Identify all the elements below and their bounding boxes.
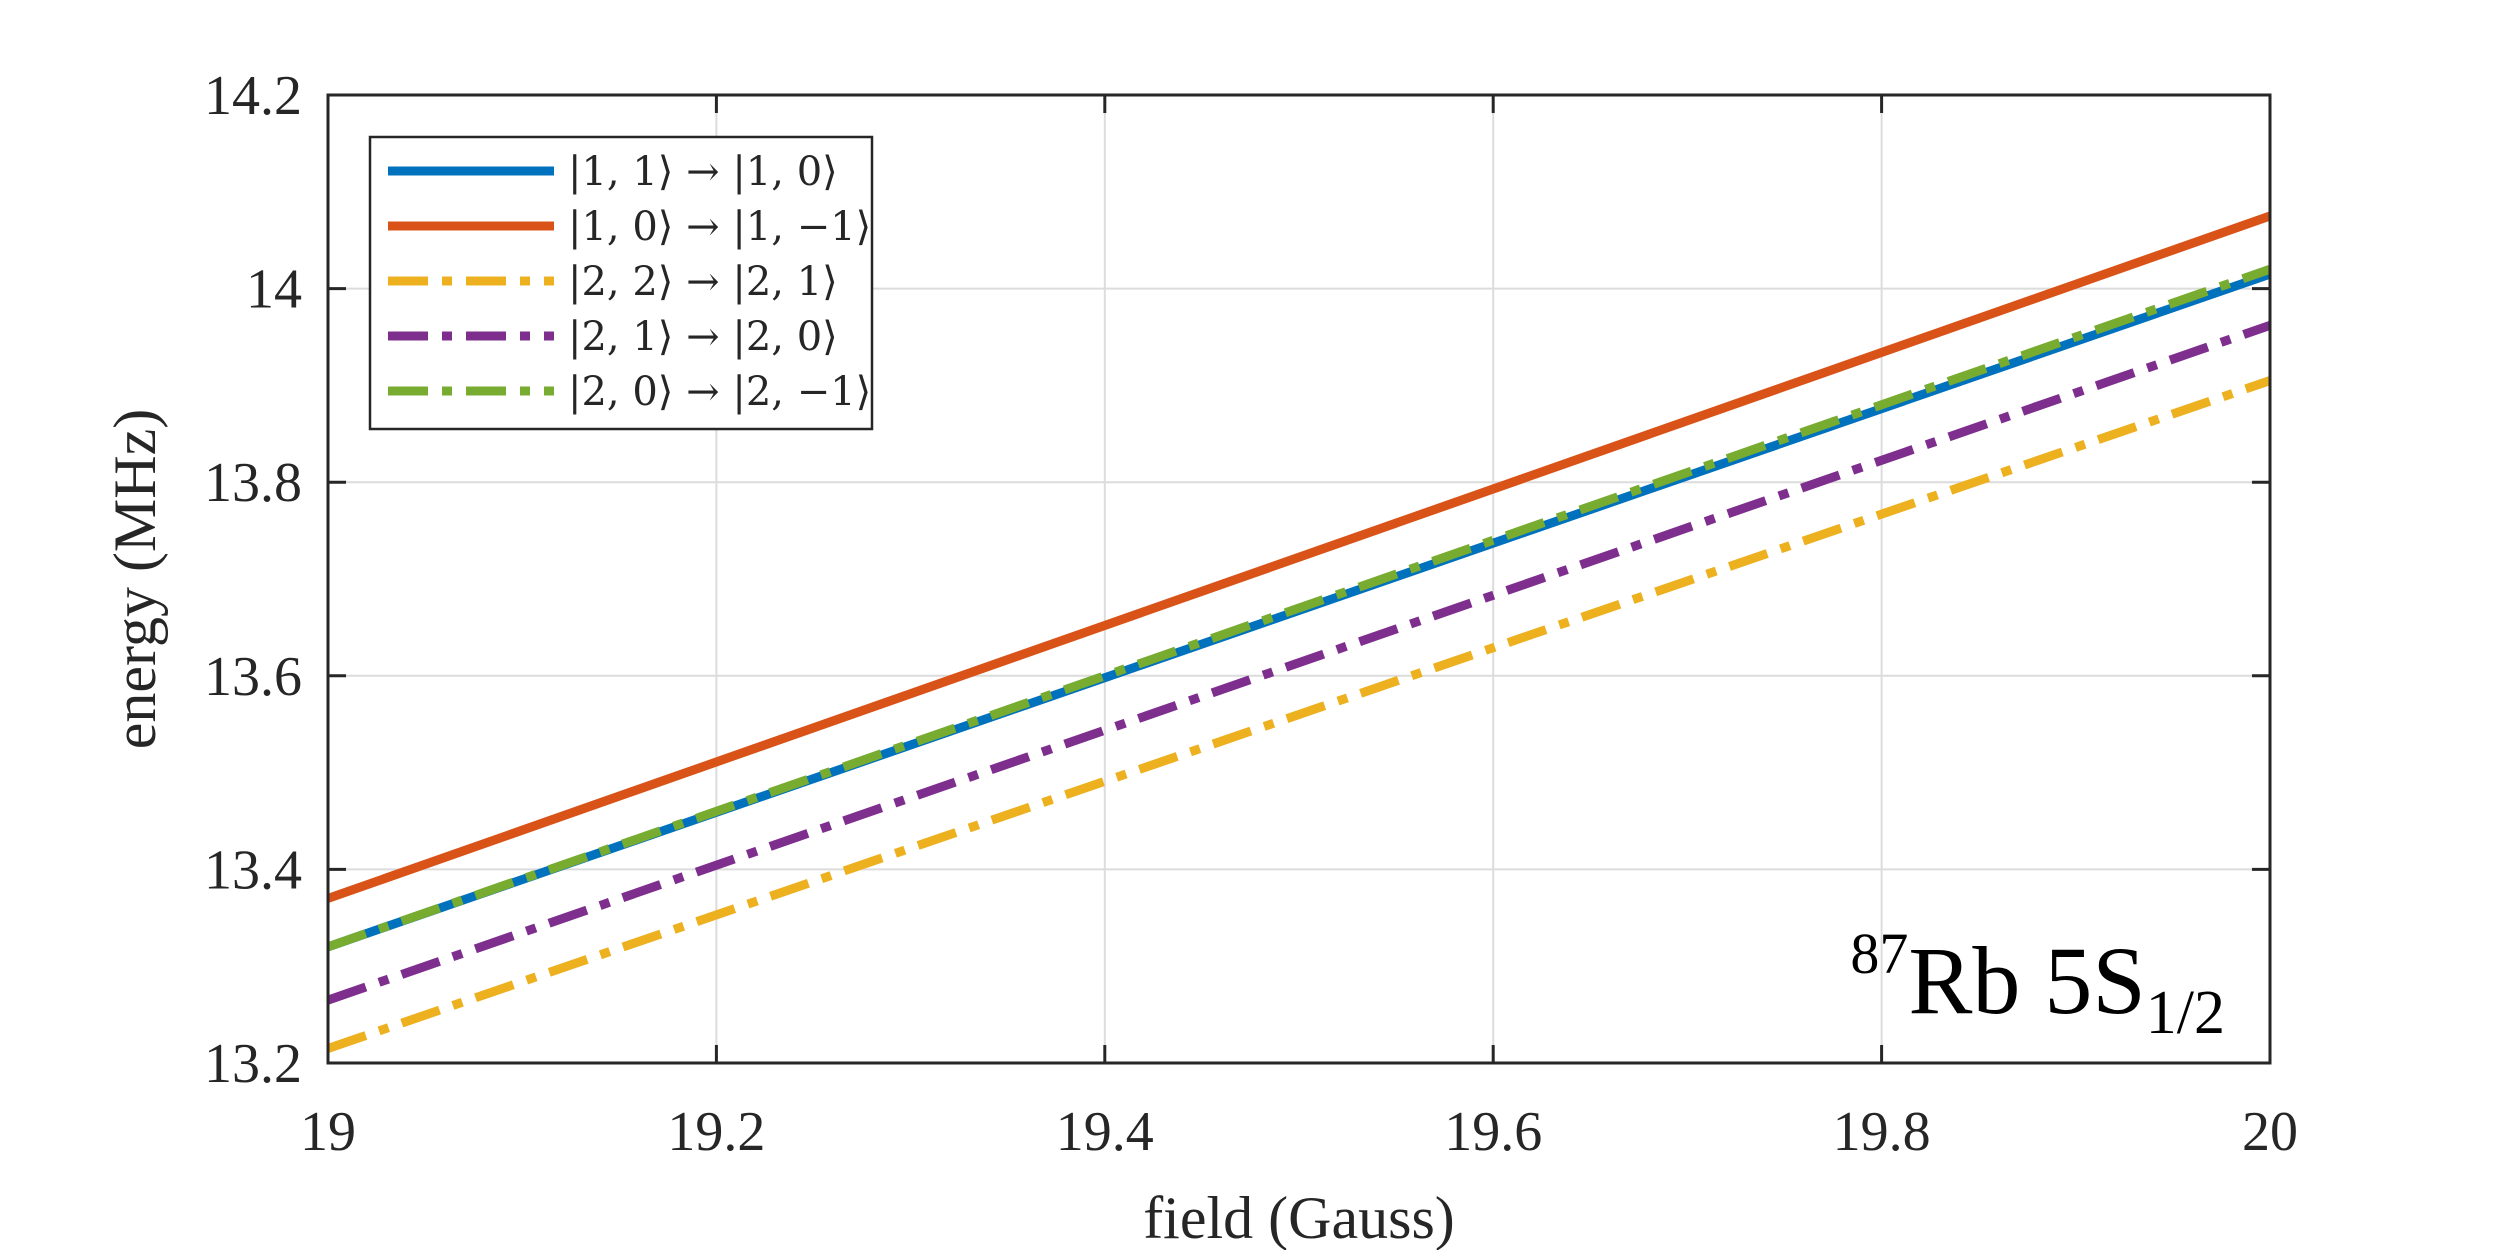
- legend-label-2: |1, 0⟩ → |1, −1⟩: [568, 204, 871, 250]
- y-tick-label: 13.4: [204, 839, 302, 901]
- annotation-subscript: 1/2: [2146, 979, 2225, 1047]
- y-axis-label: energy (MHz): [102, 409, 168, 749]
- annotation-element: Rb 5S: [1908, 927, 2145, 1034]
- annotation-isotope: 87: [1850, 921, 1908, 986]
- legend: |1, 1⟩ → |1, 0⟩ |1, 0⟩ → |1, −1⟩ |2, 2⟩ → …: [368, 135, 874, 431]
- y-tick-labels: 13.2 13.4 13.6 13.8 14 14.2: [204, 65, 302, 1095]
- x-tick-label: 20: [2242, 1101, 2298, 1163]
- y-tick-label: 14.2: [204, 65, 302, 127]
- x-axis-label: field (Gauss): [1143, 1185, 1455, 1250]
- series-line-4: [326, 321, 2272, 1005]
- y-tick-label: 14: [246, 259, 302, 321]
- series-lines: [326, 211, 2272, 1053]
- legend-box: [368, 135, 874, 431]
- x-tick-label: 19.4: [1056, 1101, 1154, 1163]
- x-tick-label: 19: [300, 1101, 356, 1163]
- series-line-3: [326, 376, 2272, 1053]
- x-tick-label: 19.8: [1833, 1101, 1931, 1163]
- annotation-label: 87Rb 5S1/2: [1850, 921, 2225, 1047]
- series-line-5: [326, 264, 2272, 952]
- legend-label-3: |2, 2⟩ → |2, 1⟩: [568, 259, 838, 305]
- x-tick-labels: 19 19.2 19.4 19.6 19.8 20: [300, 1101, 2298, 1163]
- y-tick-label: 13.2: [204, 1033, 302, 1095]
- legend-label-5: |2, 0⟩ → |2, −1⟩: [568, 369, 871, 415]
- x-tick-label: 19.6: [1444, 1101, 1542, 1163]
- legend-entries: |1, 1⟩ → |1, 0⟩ |1, 0⟩ → |1, −1⟩ |2, 2⟩ → …: [388, 149, 871, 415]
- x-tick-label: 19.2: [667, 1101, 765, 1163]
- legend-label-1: |1, 1⟩ → |1, 0⟩: [568, 149, 838, 195]
- y-tick-label: 13.6: [204, 646, 302, 708]
- series-line-2: [326, 211, 2272, 903]
- legend-label-4: |2, 1⟩ → |2, 0⟩: [568, 314, 838, 360]
- plot-frame: [326, 93, 2272, 1065]
- axis-ticks: [326, 93, 2272, 1065]
- y-tick-label: 13.8: [204, 452, 302, 514]
